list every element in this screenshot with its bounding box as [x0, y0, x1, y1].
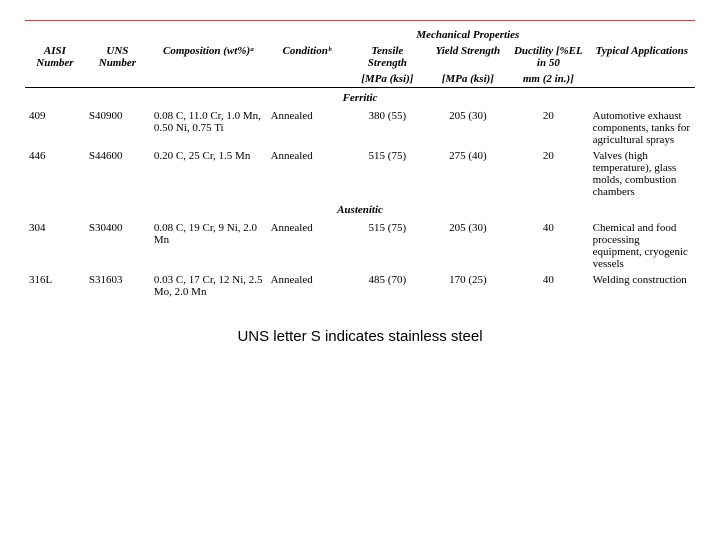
- top-rule: [25, 20, 695, 21]
- hdr-ts1: Tensile Strength: [347, 43, 428, 71]
- cell-uns: S31603: [85, 272, 150, 300]
- cell-uns: S30400: [85, 220, 150, 272]
- hdr-app: Typical Applications: [589, 43, 695, 88]
- cell-comp: 0.08 C, 11.0 Cr, 1.0 Mn, 0.50 Ni, 0.75 T…: [150, 108, 267, 148]
- cell-comp: 0.08 C, 19 Cr, 9 Ni, 2.0 Mn: [150, 220, 267, 272]
- hdr-duct2: mm (2 in.)]: [508, 71, 589, 88]
- cell-app: Welding construction: [589, 272, 695, 300]
- cell-cond: Annealed: [267, 220, 348, 272]
- hdr-ts2: [MPa (ksi)]: [347, 71, 428, 88]
- cell-aisi: 304: [25, 220, 85, 272]
- cell-ys: 205 (30): [428, 220, 509, 272]
- table-row: 304 S30400 0.08 C, 19 Cr, 9 Ni, 2.0 Mn A…: [25, 220, 695, 272]
- cell-duct: 40: [508, 220, 589, 272]
- cell-app: Valves (high temperature), glass molds, …: [589, 148, 695, 200]
- cell-aisi: 316L: [25, 272, 85, 300]
- hdr-ys2: [MPa (ksi)]: [428, 71, 509, 88]
- section-austenitic-label: Austenitic: [25, 200, 695, 220]
- cell-ts: 515 (75): [347, 148, 428, 200]
- cell-duct: 20: [508, 108, 589, 148]
- hdr-uns: UNS Number: [85, 43, 150, 88]
- hdr-comp: Composition (wt%)ᵃ: [150, 43, 267, 88]
- cell-uns: S40900: [85, 108, 150, 148]
- cell-uns: S44600: [85, 148, 150, 200]
- cell-ys: 170 (25): [428, 272, 509, 300]
- cell-ys: 275 (40): [428, 148, 509, 200]
- hdr-duct1: Ductility [%EL in 50: [508, 43, 589, 71]
- table-row: 316L S31603 0.03 C, 17 Cr, 12 Ni, 2.5 Mo…: [25, 272, 695, 300]
- section-ferritic: Ferritic: [25, 88, 695, 108]
- cell-cond: Annealed: [267, 148, 348, 200]
- hdr-cond: Conditionᵇ: [267, 43, 348, 88]
- cell-cond: Annealed: [267, 108, 348, 148]
- cell-duct: 40: [508, 272, 589, 300]
- hdr-aisi: AISI Number: [25, 43, 85, 88]
- cell-ts: 485 (70): [347, 272, 428, 300]
- cell-ts: 515 (75): [347, 220, 428, 272]
- table-caption: UNS letter S indicates stainless steel: [25, 328, 695, 345]
- cell-duct: 20: [508, 148, 589, 200]
- table-row: 409 S40900 0.08 C, 11.0 Cr, 1.0 Mn, 0.50…: [25, 108, 695, 148]
- hdr-ys1: Yield Strength: [428, 43, 509, 71]
- stainless-table: Mechanical Properties AISI Number UNS Nu…: [25, 23, 695, 300]
- cell-ys: 205 (30): [428, 108, 509, 148]
- cell-aisi: 446: [25, 148, 85, 200]
- table-row: 446 S44600 0.20 C, 25 Cr, 1.5 Mn Anneale…: [25, 148, 695, 200]
- section-austenitic: Austenitic: [25, 200, 695, 220]
- cell-app: Chemical and food processing equipment, …: [589, 220, 695, 272]
- cell-cond: Annealed: [267, 272, 348, 300]
- section-ferritic-label: Ferritic: [25, 88, 695, 108]
- cell-comp: 0.20 C, 25 Cr, 1.5 Mn: [150, 148, 267, 200]
- cell-comp: 0.03 C, 17 Cr, 12 Ni, 2.5 Mo, 2.0 Mn: [150, 272, 267, 300]
- cell-app: Automotive exhaust components, tanks for…: [589, 108, 695, 148]
- cell-aisi: 409: [25, 108, 85, 148]
- mech-group-header: Mechanical Properties: [25, 23, 695, 43]
- mech-props-label: Mechanical Properties: [347, 23, 589, 43]
- header-row-1: AISI Number UNS Number Composition (wt%)…: [25, 43, 695, 71]
- cell-ts: 380 (55): [347, 108, 428, 148]
